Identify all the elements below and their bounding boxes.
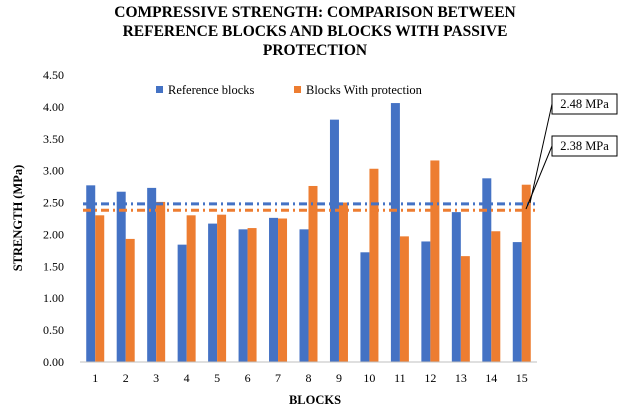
bar-protection-10 [369,168,379,362]
y-tick-label: 4.50 [43,68,64,82]
bar-reference-12 [421,241,431,362]
y-tick-label: 2.00 [43,227,64,241]
y-tick-label: 2.50 [43,196,64,210]
x-axis-ticks: 1 2 3 4 5 6 7 8 9 10 11 12 13 14 15 [92,371,528,385]
chart-title-line-3: PROTECTION [263,42,367,59]
bar-protection-15 [521,184,531,362]
legend-swatch-reference [156,86,163,93]
bar-protection-1 [95,215,105,362]
y-axis-title: STRENGTH (MPa) [11,165,25,272]
callout-leader-protection [525,145,553,210]
x-tick-label: 13 [455,371,467,385]
x-tick-label: 5 [214,371,220,385]
legend-swatch-protection [294,86,301,93]
bar-protection-13 [460,256,470,362]
x-tick-label: 10 [363,371,375,385]
chart-title-line-1: COMPRESSIVE STRENGTH: COMPARISON BETWEEN [114,4,515,21]
bar-reference-6 [238,229,248,362]
bar-reference-9 [329,119,339,363]
bar-reference-1 [86,185,96,362]
x-axis-title: BLOCKS [289,393,341,407]
bar-protection-3 [156,201,166,362]
x-tick-label: 7 [275,371,281,385]
callout-leader-reference [529,103,553,204]
x-tick-label: 8 [306,371,312,385]
bar-reference-3 [147,187,157,362]
x-tick-label: 6 [245,371,251,385]
chart-title: COMPRESSIVE STRENGTH: COMPARISON BETWEEN… [114,4,515,59]
bar-reference-15 [512,242,522,362]
bar-protection-8 [308,185,318,362]
y-tick-label: 0.50 [43,323,64,337]
x-tick-label: 15 [516,371,528,385]
callout-label-reference: 2.48 MPa [560,97,609,111]
y-tick-label: 3.50 [43,132,64,146]
legend-label-reference: Reference blocks [168,83,255,97]
legend: Reference blocks Blocks With protection [156,83,423,97]
bar-protection-6 [247,228,257,362]
bar-reference-2 [116,191,126,362]
reference-lines [83,202,535,212]
callout-label-protection: 2.38 MPa [560,139,609,153]
bar-reference-14 [482,178,492,362]
bar-reference-4 [177,244,187,362]
bar-reference-5 [208,223,218,362]
y-axis-ticks: 0.00 0.50 1.00 1.50 2.00 2.50 3.00 3.50 4.00 4.50 [43,68,64,369]
x-tick-label: 4 [184,371,190,385]
bar-protection-4 [186,215,196,362]
bar-protection-9 [338,202,348,362]
x-tick-label: 14 [485,371,497,385]
bar-protection-7 [278,218,288,362]
y-tick-label: 1.00 [43,291,64,305]
bar-reference-8 [299,229,309,362]
callouts: 2.48 MPa 2.38 MPa [525,93,618,210]
bar-protection-11 [399,236,409,362]
bar-protection-2 [125,238,135,362]
x-tick-label: 9 [336,371,342,385]
y-tick-label: 3.00 [43,164,64,178]
bar-reference-11 [390,103,400,362]
bar-protection-12 [430,160,440,362]
bars [86,103,531,363]
bar-protection-14 [491,231,501,362]
bar-reference-10 [360,252,370,362]
bar-reference-13 [451,212,461,362]
bar-reference-7 [269,217,279,362]
chart-title-line-2: REFERENCE BLOCKS AND BLOCKS WITH PASSIVE [123,23,508,40]
x-tick-label: 2 [123,371,129,385]
x-tick-label: 12 [424,371,436,385]
x-tick-label: 3 [153,371,159,385]
y-tick-label: 0.00 [43,355,64,369]
bar-protection-5 [217,214,227,362]
y-tick-label: 4.00 [43,100,64,114]
x-tick-label: 11 [394,371,406,385]
legend-label-protection: Blocks With protection [306,83,423,97]
y-tick-label: 1.50 [43,259,64,273]
x-tick-label: 1 [92,371,98,385]
